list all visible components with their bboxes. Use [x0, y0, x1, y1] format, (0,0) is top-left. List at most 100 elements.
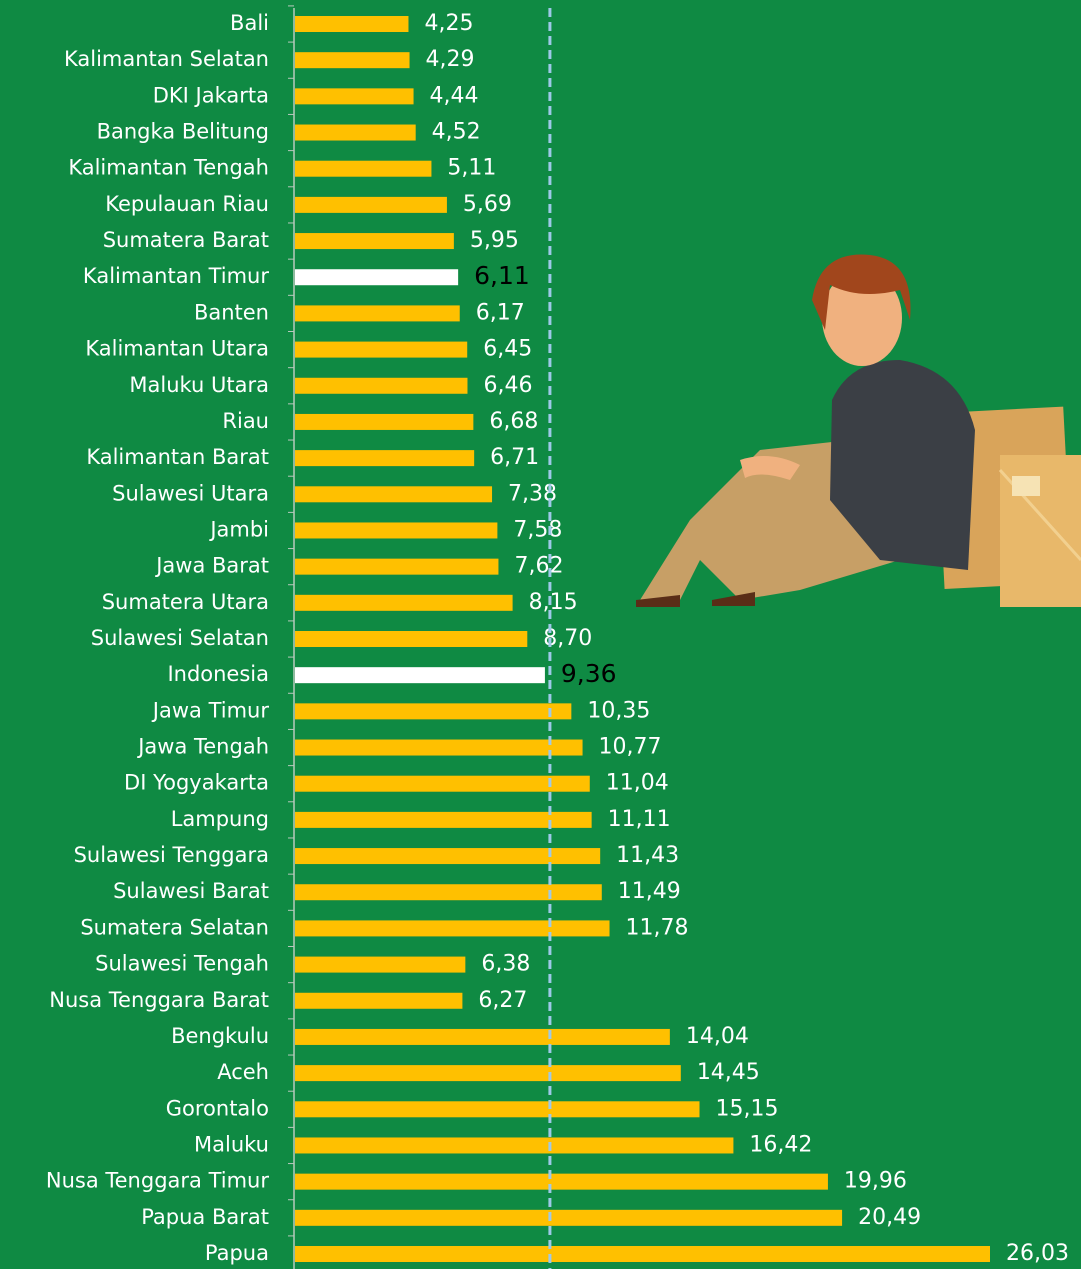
- value-label: 9,36: [561, 659, 617, 688]
- value-label: 6,68: [489, 409, 538, 434]
- category-label: Kalimantan Selatan: [64, 47, 269, 71]
- bar: [295, 631, 527, 647]
- value-label: 5,69: [463, 192, 512, 217]
- bar: [295, 1065, 681, 1081]
- category-label: Sumatera Barat: [103, 228, 269, 252]
- value-label: 14,04: [686, 1024, 749, 1049]
- category-label: Indonesia: [167, 662, 269, 686]
- category-label: Kalimantan Timur: [83, 264, 269, 288]
- bar: [295, 993, 462, 1009]
- category-label: Sulawesi Barat: [113, 879, 269, 903]
- category-label: Maluku Utara: [129, 373, 269, 397]
- bar: [295, 703, 571, 719]
- bar: [295, 1210, 842, 1226]
- category-label: Aceh: [217, 1060, 269, 1084]
- value-label: 4,44: [430, 83, 479, 108]
- bar: [295, 740, 583, 756]
- category-label: Sulawesi Tengah: [95, 952, 269, 976]
- value-label: 6,27: [478, 988, 527, 1013]
- category-label: Kepulauan Riau: [105, 192, 269, 216]
- value-label: 6,11: [474, 261, 530, 290]
- bar: [295, 812, 592, 828]
- bar: [295, 559, 498, 575]
- value-label: 6,38: [481, 952, 530, 977]
- value-label: 8,15: [529, 590, 578, 615]
- bar: [295, 776, 590, 792]
- category-label: Jambi: [208, 517, 269, 541]
- category-label: Bengkulu: [171, 1024, 269, 1048]
- value-label: 16,42: [749, 1132, 812, 1157]
- value-label: 11,11: [608, 807, 671, 832]
- category-label: Gorontalo: [166, 1096, 269, 1120]
- bar: [295, 957, 465, 973]
- bar: [295, 486, 492, 502]
- category-label: Maluku: [194, 1132, 269, 1156]
- value-label: 26,03: [1006, 1241, 1069, 1266]
- bar: [295, 88, 414, 104]
- bar: [295, 1029, 670, 1045]
- category-label: Sumatera Utara: [102, 590, 269, 614]
- value-label: 19,96: [844, 1169, 907, 1194]
- bar: [295, 884, 602, 900]
- value-label: 11,49: [618, 879, 681, 904]
- category-label: Kalimantan Utara: [85, 337, 269, 361]
- bar: [295, 1137, 733, 1153]
- category-label: Papua: [205, 1241, 269, 1265]
- category-label: Lampung: [171, 807, 269, 831]
- bar: [295, 595, 513, 611]
- value-label: 20,49: [858, 1205, 921, 1230]
- value-label: 6,45: [483, 337, 532, 362]
- bar: [295, 197, 447, 213]
- bar: [295, 125, 416, 141]
- category-label: Bangka Belitung: [97, 120, 269, 144]
- bar: [295, 920, 610, 936]
- bar: [295, 450, 474, 466]
- value-label: 7,58: [513, 517, 562, 542]
- bar: [295, 378, 467, 394]
- bar: [295, 1101, 700, 1117]
- category-label: Nusa Tenggara Barat: [49, 988, 269, 1012]
- bar: [295, 1246, 990, 1262]
- bar: [295, 305, 460, 321]
- category-label: Jawa Barat: [154, 554, 269, 578]
- bar: [295, 1174, 828, 1190]
- category-label: Banten: [194, 300, 269, 324]
- category-label: Kalimantan Barat: [86, 445, 269, 469]
- value-label: 10,35: [587, 698, 650, 723]
- value-label: 5,11: [447, 156, 496, 181]
- bar: [295, 52, 410, 68]
- category-label: Sulawesi Tenggara: [74, 843, 269, 867]
- bar: [295, 848, 600, 864]
- category-label: Jawa Timur: [151, 698, 270, 722]
- value-label: 6,71: [490, 445, 539, 470]
- bar: [295, 16, 408, 32]
- category-label: Nusa Tenggara Timur: [46, 1169, 269, 1193]
- value-label: 11,43: [616, 843, 679, 868]
- value-label: 10,77: [599, 735, 662, 760]
- category-label: Riau: [222, 409, 269, 433]
- value-label: 6,17: [476, 300, 525, 325]
- category-label: DI Yogyakarta: [124, 771, 269, 795]
- value-label: 5,95: [470, 228, 519, 253]
- value-label: 11,78: [626, 915, 689, 940]
- value-label: 15,15: [716, 1096, 779, 1121]
- value-label: 14,45: [697, 1060, 760, 1085]
- category-label: Sumatera Selatan: [80, 915, 269, 939]
- bar: [295, 342, 467, 358]
- value-label: 4,25: [424, 11, 473, 36]
- bar: [295, 233, 454, 249]
- value-label: 7,62: [514, 554, 563, 579]
- category-label: Sulawesi Selatan: [91, 626, 269, 650]
- bar: [295, 522, 497, 538]
- value-label: 11,04: [606, 771, 669, 796]
- category-label: Kalimantan Tengah: [68, 156, 269, 180]
- value-label: 4,29: [426, 47, 475, 72]
- category-label: Bali: [230, 11, 269, 35]
- category-label: DKI Jakarta: [153, 83, 269, 107]
- bar: [295, 161, 431, 177]
- category-label: Sulawesi Utara: [112, 481, 269, 505]
- bar: [295, 667, 545, 683]
- bar: [295, 269, 458, 285]
- chart: Bali 4,25 Kalimantan Selatan 4,29 DKI Jakart…: [0, 0, 1081, 1269]
- value-label: 4,52: [432, 120, 481, 145]
